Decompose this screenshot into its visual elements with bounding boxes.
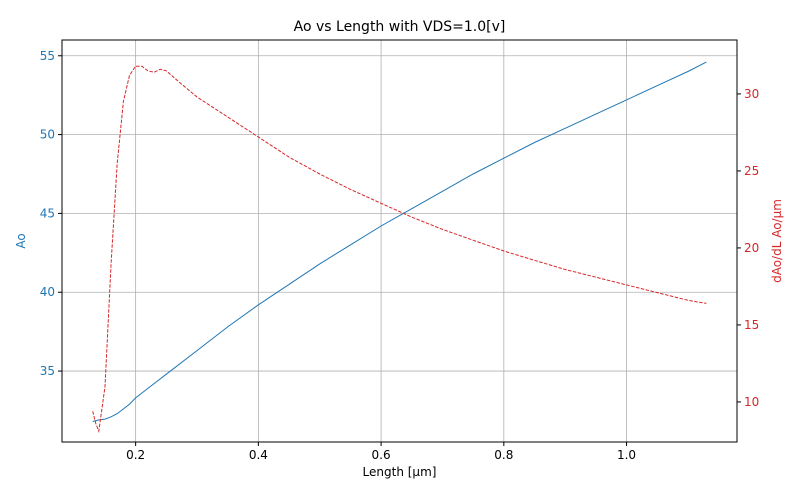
- left-tick-label: 45: [40, 206, 55, 220]
- left-tick-label: 55: [40, 49, 55, 63]
- x-tick-label: 0.8: [494, 448, 513, 462]
- right-tick-label: 10: [744, 395, 759, 409]
- left-tick-label: 40: [40, 285, 55, 299]
- right-tick-label: 30: [744, 87, 759, 101]
- series-layer: [92, 61, 707, 434]
- x-tick-label: 0.4: [249, 448, 268, 462]
- grid: [62, 40, 737, 442]
- left-y-axis-label: Ao: [14, 233, 28, 248]
- right-tick-label: 25: [744, 164, 759, 178]
- left-tick-label: 35: [40, 364, 55, 378]
- ao-series-line: [92, 61, 707, 422]
- x-tick-label: 0.2: [126, 448, 145, 462]
- x-tick-label: 1.0: [617, 448, 636, 462]
- x-axis-label: Length [µm]: [363, 465, 437, 479]
- chart-title: Ao vs Length with VDS=1.0[v]: [294, 19, 506, 35]
- right-tick-label: 20: [744, 241, 759, 255]
- right-y-axis-label: dAo/dL Ao/µm: [770, 199, 784, 283]
- right-tick-label: 15: [744, 318, 759, 332]
- x-tick-label: 0.6: [372, 448, 391, 462]
- ticks: 0.2 0.4 0.6 0.8 1.0 35 40 45 50 55 10 15 20 25 30: [40, 49, 760, 462]
- dao-dl-series-line: [92, 65, 707, 434]
- left-tick-label: 50: [40, 128, 55, 142]
- plot-frame: [61, 39, 738, 443]
